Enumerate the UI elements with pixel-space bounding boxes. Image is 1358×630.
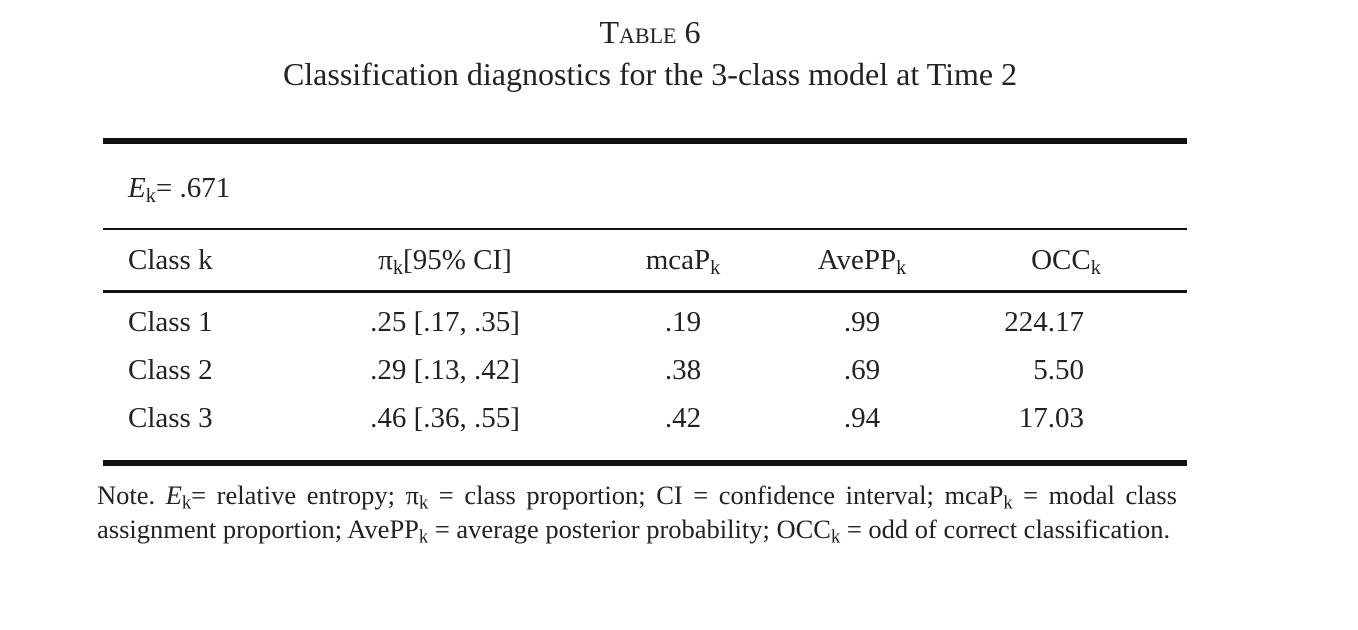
subscript: k (418, 526, 429, 548)
table-cell: Class 2 (128, 354, 213, 386)
text-segment: = relative entropy; π (191, 480, 419, 510)
table-cell: .46 [.36, .55] (370, 402, 520, 434)
table-cell: .69 (843, 354, 881, 386)
subscript: k (392, 257, 404, 280)
subscript: k (1090, 257, 1101, 280)
text-segment: OCC (1031, 244, 1091, 276)
text-segment: mcaP (645, 244, 711, 276)
subscript: k (145, 185, 156, 208)
table-cell: .38 (664, 354, 702, 386)
text-segment: = class proportion; CI = confidence inte… (428, 480, 1004, 510)
subscript: k (710, 257, 721, 280)
text-segment: Note. (97, 480, 166, 510)
text-segment: E (165, 480, 182, 510)
text-segment: = .671 (155, 172, 231, 204)
subscript: k (1003, 492, 1013, 514)
table-note: Note. Ek= relative entropy; πk = class p… (97, 478, 1177, 546)
subscript: k (181, 492, 192, 514)
text-segment: E (128, 172, 146, 204)
text-segment: Class k (128, 244, 213, 276)
text-segment: AvePP (817, 244, 897, 276)
entropy: Ek= .671 (128, 170, 230, 206)
subscript: k (896, 257, 907, 280)
table-cell: Class 1 (128, 306, 213, 338)
column-header: OCCk (1031, 242, 1101, 278)
text-segment: [95% CI] (403, 244, 512, 276)
table-cell: .29 [.13, .42] (370, 354, 520, 386)
top-rule (103, 138, 1187, 144)
subscript: k (418, 492, 429, 514)
column-header: πk[95% CI] (378, 242, 512, 278)
table-cell: 224.17 (1004, 306, 1084, 338)
text-segment: = odd of correct classification. (840, 514, 1171, 544)
table-cell: .99 (843, 306, 881, 338)
column-header: AvePPk (818, 242, 907, 278)
table-cell: 17.03 (1018, 402, 1084, 434)
mid-rule (103, 228, 1187, 230)
subscript: k (830, 526, 841, 548)
table-title: Classification diagnostics for the 3-cla… (282, 56, 1018, 92)
table-cell: .25 [.17, .35] (370, 306, 520, 338)
table-cell: .42 (664, 402, 702, 434)
table-label: Table 6 (599, 14, 701, 50)
table-cell: Class 3 (128, 402, 213, 434)
bottom-rule (103, 460, 1187, 466)
header-rule (103, 290, 1187, 293)
column-header: mcaPk (646, 242, 721, 278)
text-segment: π (378, 244, 393, 276)
text-segment: = modal class assignment proportion; Ave… (97, 480, 1177, 544)
text-segment: = average posterior probability; OCC (428, 514, 831, 544)
table-cell: .19 (664, 306, 702, 338)
column-header: Class k (128, 242, 213, 278)
table-cell: .94 (843, 402, 881, 434)
table-cell: 5.50 (1033, 354, 1084, 386)
